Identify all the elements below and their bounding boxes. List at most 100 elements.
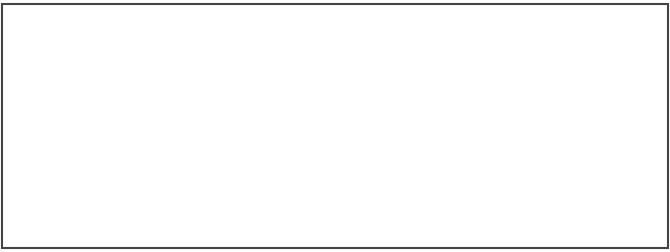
Text: N/A: N/A — [180, 225, 195, 234]
Bar — [278, 198, 358, 211]
Bar — [278, 186, 358, 198]
Bar — [38, 211, 117, 223]
Bar — [599, 223, 668, 236]
Text: N/A: N/A — [421, 175, 436, 184]
Text: N/A: N/A — [340, 225, 355, 234]
Bar — [599, 198, 668, 211]
Text: N/A: N/A — [421, 213, 436, 222]
Text: N/A: N/A — [340, 188, 355, 197]
Text: V @ 10A: V @ 10A — [614, 34, 653, 43]
Text: N/A: N/A — [651, 237, 665, 246]
Bar — [38, 111, 117, 124]
Text: 0.71: 0.71 — [417, 101, 436, 110]
Bar — [198, 211, 278, 223]
Bar — [117, 149, 198, 161]
Text: 0.19: 0.19 — [417, 63, 436, 72]
Text: 1.29: 1.29 — [337, 138, 355, 147]
Bar — [278, 174, 358, 186]
Text: 32: 32 — [24, 188, 35, 197]
Bar — [278, 124, 358, 136]
Text: N/A: N/A — [500, 188, 516, 197]
Bar — [198, 223, 278, 236]
Bar — [599, 136, 668, 149]
Text: N/A: N/A — [500, 163, 516, 172]
Bar — [599, 161, 668, 174]
Bar — [278, 27, 358, 49]
Text: 0.24: 0.24 — [257, 101, 275, 110]
Bar — [2, 198, 38, 211]
Text: N/A: N/A — [340, 175, 355, 184]
Text: 0.24: 0.24 — [337, 88, 355, 97]
Bar — [358, 49, 438, 61]
Bar — [438, 236, 519, 248]
Text: 0.06: 0.06 — [257, 63, 275, 72]
Bar — [438, 136, 519, 149]
Bar — [117, 86, 198, 99]
Bar — [198, 99, 278, 111]
Bar — [198, 111, 278, 124]
Bar — [198, 186, 278, 198]
Bar — [117, 99, 198, 111]
Bar — [117, 61, 198, 74]
Text: V @ 1A: V @ 1A — [221, 34, 255, 43]
Bar — [2, 223, 38, 236]
Text: 0.50: 0.50 — [497, 76, 516, 85]
Bar — [358, 161, 438, 174]
Text: 0.55: 0.55 — [96, 188, 115, 197]
Bar — [599, 61, 668, 74]
Text: 0.01: 0.01 — [96, 76, 115, 85]
Bar — [278, 74, 358, 86]
Bar — [2, 86, 38, 99]
Text: N/A: N/A — [500, 125, 516, 134]
Text: N/A: N/A — [651, 125, 665, 134]
Bar — [358, 211, 438, 223]
Text: V @ 5A: V @ 5A — [462, 34, 495, 43]
Text: 1.26: 1.26 — [578, 88, 596, 97]
Text: 20: 20 — [24, 113, 35, 122]
Text: N/A: N/A — [180, 188, 195, 197]
Text: 0.00: 0.00 — [96, 51, 115, 60]
Text: N/A: N/A — [651, 138, 665, 147]
Bar — [278, 136, 358, 149]
Bar — [519, 149, 599, 161]
Bar — [438, 198, 519, 211]
Text: N/A: N/A — [651, 175, 665, 184]
Text: 0.12: 0.12 — [417, 51, 436, 60]
Bar — [2, 236, 38, 248]
Text: N/A: N/A — [500, 150, 516, 159]
Text: N/A: N/A — [651, 213, 665, 222]
Text: 0.03: 0.03 — [96, 113, 115, 122]
Text: 22: 22 — [24, 125, 35, 134]
Bar — [438, 86, 519, 99]
Bar — [438, 161, 519, 174]
Text: 1.02: 1.02 — [417, 113, 436, 122]
Bar — [2, 186, 38, 198]
Text: 1.62: 1.62 — [417, 125, 436, 134]
Bar — [438, 223, 519, 236]
Text: N/A: N/A — [421, 138, 436, 147]
Bar — [358, 111, 438, 124]
Bar — [519, 186, 599, 198]
Text: 1.09: 1.09 — [177, 163, 195, 172]
Bar — [438, 211, 519, 223]
Text: 30: 30 — [24, 175, 35, 184]
Text: N/A: N/A — [500, 200, 516, 209]
Text: Buss Loss 5m: Buss Loss 5m — [7, 10, 78, 20]
Text: 0.81: 0.81 — [337, 125, 355, 134]
Bar — [198, 198, 278, 211]
Bar — [198, 86, 278, 99]
Text: 0.99: 0.99 — [647, 76, 665, 85]
Text: 14: 14 — [24, 76, 35, 85]
Text: N/A: N/A — [180, 213, 195, 222]
Bar — [519, 49, 599, 61]
Bar — [278, 161, 358, 174]
Bar — [2, 174, 38, 186]
Bar — [358, 61, 438, 74]
Bar — [198, 149, 278, 161]
Text: 0.43: 0.43 — [177, 138, 195, 147]
Bar — [198, 74, 278, 86]
Text: N/A: N/A — [581, 200, 596, 209]
Text: N/A: N/A — [180, 237, 195, 246]
Bar — [358, 186, 438, 198]
Bar — [438, 149, 519, 161]
